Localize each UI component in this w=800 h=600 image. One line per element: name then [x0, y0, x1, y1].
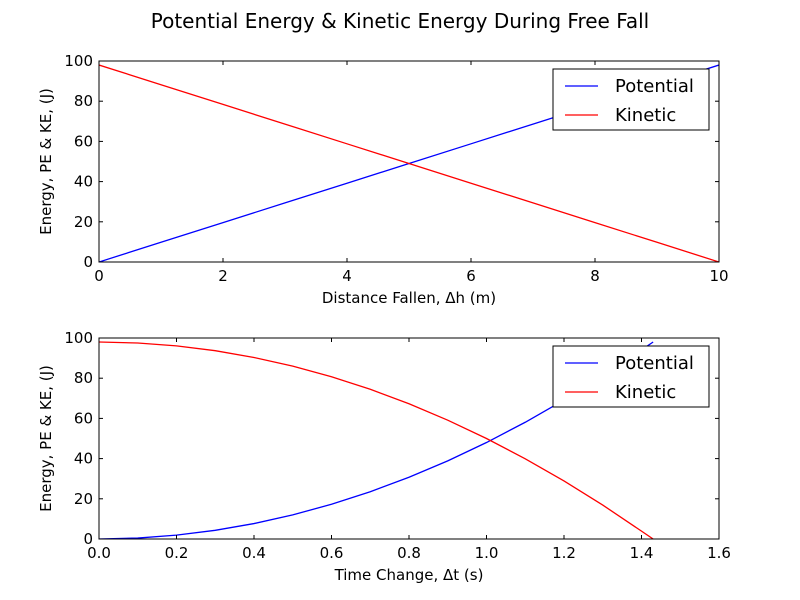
legend-label-kinetic: Kinetic [615, 105, 676, 126]
y-tick-label: 0 [83, 253, 93, 271]
figure-title: Potential Energy & Kinetic Energy During… [151, 9, 650, 33]
y-tick-label: 100 [64, 52, 93, 70]
x-tick-label: 10 [709, 267, 728, 285]
x-axis-label: Distance Fallen, Δh (m) [322, 289, 496, 307]
x-axis-label: Time Change, Δt (s) [334, 566, 484, 584]
x-tick-label: 8 [590, 267, 600, 285]
y-tick-label: 80 [74, 92, 93, 110]
legend-label-potential: Potential [615, 76, 694, 97]
y-tick-label: 60 [74, 409, 93, 427]
y-tick-label: 40 [74, 450, 93, 468]
x-tick-label: 0.8 [397, 544, 421, 562]
x-tick-label: 6 [466, 267, 476, 285]
series-line-kinetic [99, 64, 719, 262]
series-line-kinetic [99, 341, 654, 539]
x-tick-label: 1.0 [475, 544, 499, 562]
x-tick-label: 1.2 [552, 544, 576, 562]
legend-label-kinetic: Kinetic [615, 382, 676, 403]
y-tick-label: 60 [74, 132, 93, 150]
y-tick-label: 20 [74, 213, 93, 231]
legend: Potential Kinetic [552, 345, 710, 408]
x-tick-label: 0 [94, 267, 104, 285]
x-tick-label: 0.4 [242, 544, 266, 562]
y-tick-label: 80 [74, 369, 93, 387]
x-tick-label: 1.4 [630, 544, 654, 562]
y-tick-label: 20 [74, 490, 93, 508]
axes-frame [98, 60, 720, 263]
legend-box [552, 345, 710, 408]
y-tick-label: 0 [83, 530, 93, 548]
legend-box [552, 68, 710, 131]
y-axis-label: Energy, PE & KE, (J) [37, 365, 55, 512]
legend: Potential Kinetic [552, 68, 710, 131]
x-tick-label: 2 [218, 267, 228, 285]
x-tick-label: 0.0 [87, 544, 111, 562]
y-axis-label: Energy, PE & KE, (J) [37, 88, 55, 235]
x-tick-label: 4 [342, 267, 352, 285]
legend-label-potential: Potential [615, 353, 694, 374]
y-tick-label: 40 [74, 173, 93, 191]
y-tick-label: 100 [64, 329, 93, 347]
x-tick-label: 1.6 [707, 544, 731, 562]
plot-time: 0.0 0.2 0.4 0.6 0.8 1.0 1.2 1.4 1.6 0 20 40 60 80 100 T… [37, 329, 731, 584]
x-tick-label: 0.2 [165, 544, 189, 562]
x-tick-label: 0.6 [320, 544, 344, 562]
